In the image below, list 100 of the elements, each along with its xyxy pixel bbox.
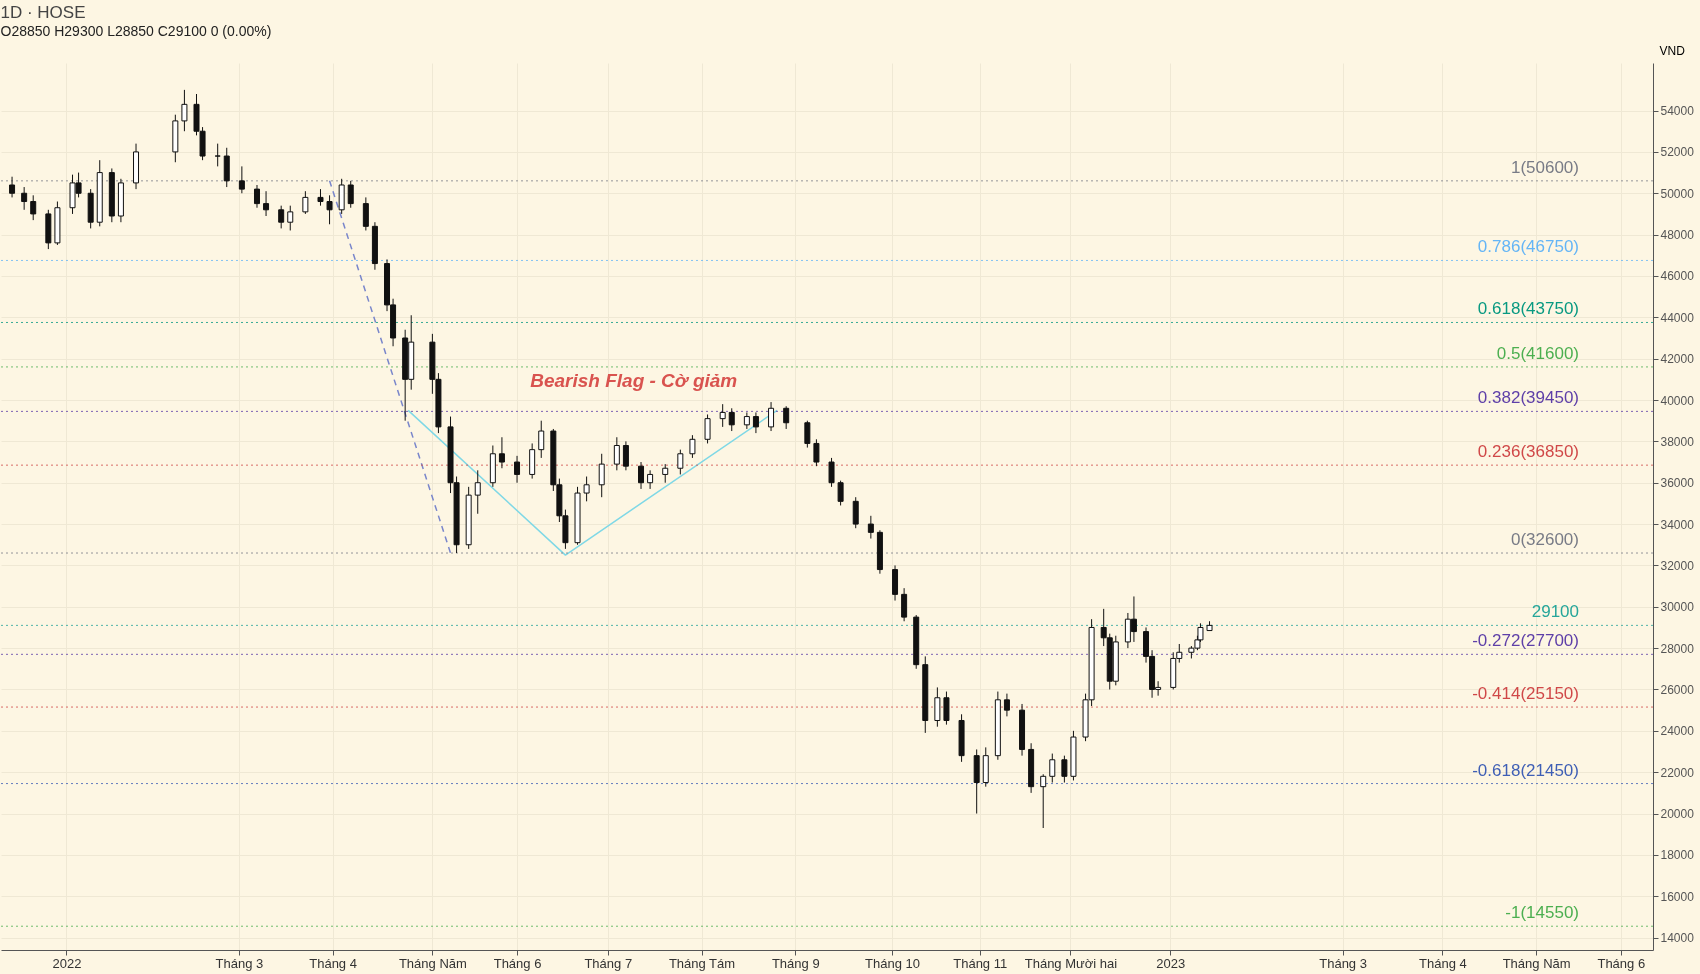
- candlestick: [1049, 753, 1056, 784]
- y-tick-label: 54000: [1660, 104, 1695, 119]
- candlestick: [768, 401, 775, 432]
- candlestick: [287, 205, 294, 231]
- x-tick-label: Tháng Năm: [1502, 955, 1571, 971]
- y-tick-label: 34000: [1660, 517, 1695, 532]
- y-tick-label: 52000: [1660, 145, 1695, 160]
- x-tick-label: 2022: [52, 955, 82, 971]
- ref-line-label: 0(32600): [1510, 530, 1579, 550]
- candlestick: [867, 515, 874, 540]
- x-tick-label: 2023: [1156, 955, 1186, 971]
- candlestick: [598, 453, 605, 498]
- candlestick: [278, 205, 285, 229]
- x-tick-label: Tháng 4: [1419, 955, 1467, 971]
- chart-title: 1D · HOSE: [0, 3, 86, 22]
- candlestick: [743, 411, 750, 430]
- candlestick: [837, 480, 844, 506]
- candlestick: [362, 196, 369, 231]
- y-axis-title: VND: [1659, 43, 1686, 58]
- candlestick: [677, 449, 684, 475]
- y-tick-label: 40000: [1660, 393, 1695, 408]
- candlestick: [901, 587, 908, 622]
- candlestick: [181, 89, 188, 132]
- ref-line-label: -0.618(21450): [1472, 760, 1579, 780]
- y-tick-label: 48000: [1660, 228, 1695, 243]
- y-tick-label: 18000: [1660, 848, 1695, 863]
- x-tick-label: Tháng Năm: [398, 955, 467, 971]
- ref-line-label: 0.236(36850): [1477, 442, 1579, 462]
- candlestick: [326, 194, 333, 225]
- candlestick: [613, 436, 620, 471]
- y-tick-label: 46000: [1660, 269, 1695, 284]
- candlestick: [583, 476, 590, 502]
- x-tick-label: Tháng 9: [771, 955, 820, 971]
- ref-line-label: -1(14550): [1505, 903, 1579, 923]
- y-tick-label: 42000: [1660, 352, 1695, 367]
- x-tick-label: Tháng Tám: [668, 955, 736, 971]
- candlestick: [719, 403, 726, 428]
- y-tick-label: 28000: [1660, 641, 1695, 656]
- candlestick: [474, 469, 481, 515]
- x-tick-label: Tháng 7: [584, 955, 633, 971]
- y-tick-label: 32000: [1660, 558, 1695, 573]
- candlestick: [689, 434, 696, 459]
- candlestick: [934, 686, 941, 728]
- candlestick: [30, 194, 37, 221]
- ref-line-label: -0.272(27700): [1472, 631, 1579, 651]
- x-tick-label: Tháng 4: [309, 955, 357, 971]
- candlestick: [943, 691, 950, 726]
- ref-line-label: 1(50600): [1510, 157, 1579, 177]
- candlestick: [514, 455, 521, 484]
- ref-line-label: 0.5(41600): [1496, 343, 1579, 363]
- x-tick-label: Tháng 10: [865, 955, 920, 971]
- ref-line-label: 0.786(46750): [1477, 237, 1579, 257]
- candlestick: [662, 463, 669, 484]
- candlestick: [728, 407, 735, 432]
- y-tick-label: 16000: [1660, 889, 1695, 904]
- candlestick: [238, 165, 245, 194]
- candlestick: [622, 440, 629, 471]
- y-tick-label: 20000: [1660, 807, 1695, 822]
- candlestick: [21, 186, 28, 211]
- x-tick-label: Tháng Mười hai: [1024, 955, 1118, 971]
- candlestick: [752, 411, 759, 434]
- candlestick: [638, 461, 645, 490]
- candlestick: [1061, 755, 1068, 784]
- candlestick: [347, 180, 354, 209]
- y-tick-label: 38000: [1660, 434, 1695, 449]
- y-tick-label: 30000: [1660, 600, 1695, 615]
- candlestick: [647, 469, 654, 490]
- candlestick: [9, 176, 16, 198]
- y-tick-label: 14000: [1660, 931, 1695, 946]
- y-tick-label: 50000: [1660, 186, 1695, 201]
- candlestick: [498, 436, 505, 469]
- ref-line-label: 0.618(43750): [1477, 299, 1579, 319]
- y-tick-label: 36000: [1660, 476, 1695, 491]
- candlestick: [704, 413, 711, 444]
- x-tick-label: Tháng 11: [953, 955, 1008, 971]
- candlestick: [804, 420, 811, 449]
- x-tick-label: Tháng 6: [1597, 955, 1646, 971]
- ref-line-label: 29100: [1531, 602, 1579, 622]
- ref-line-label: 0.382(39450): [1477, 388, 1579, 408]
- candlestick: [828, 457, 835, 488]
- candlestick: [263, 190, 270, 217]
- y-tick-label: 24000: [1660, 724, 1695, 739]
- y-tick-label: 44000: [1660, 310, 1695, 325]
- chart-subtitle: O28850 H29300 L28850 C29100 0 (0.00%): [0, 23, 272, 39]
- candlestick: [813, 438, 820, 467]
- x-tick-label: Tháng 3: [215, 955, 264, 971]
- ref-line-label: -0.414(25150): [1472, 684, 1579, 704]
- y-tick-label: 22000: [1660, 765, 1695, 780]
- candlestick: [253, 184, 260, 209]
- x-tick-label: Tháng 6: [493, 955, 542, 971]
- candlestick: [1003, 693, 1010, 717]
- x-tick-label: Tháng 3: [1319, 955, 1367, 971]
- candlestick: [302, 190, 309, 215]
- candlestick: [538, 420, 545, 459]
- candlestick: [783, 405, 790, 430]
- y-tick-label: 26000: [1660, 682, 1695, 697]
- candlestick: [852, 496, 859, 529]
- annotation: Bearish Flag - Cờ giảm: [530, 370, 738, 392]
- candlestick: [214, 143, 221, 167]
- candlestick: [1040, 773, 1047, 829]
